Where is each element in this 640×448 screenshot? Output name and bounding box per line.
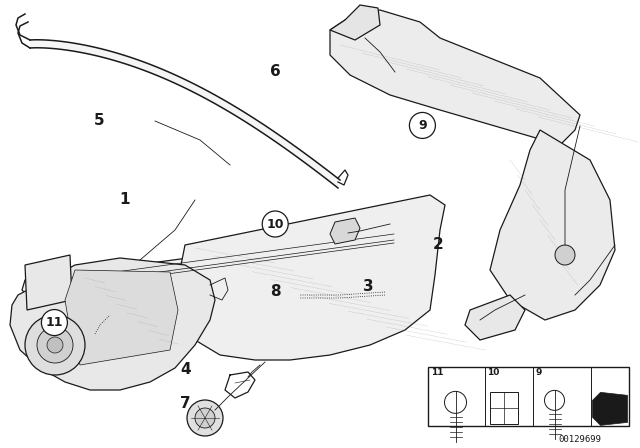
Polygon shape (30, 40, 340, 188)
Polygon shape (465, 295, 525, 340)
Bar (428, 367, 629, 426)
Circle shape (262, 211, 288, 237)
Bar (490, 392, 518, 424)
Circle shape (42, 310, 67, 336)
Text: 6: 6 (270, 64, 280, 79)
Polygon shape (65, 270, 178, 365)
Circle shape (47, 337, 63, 353)
Polygon shape (175, 195, 445, 360)
Text: 00129699: 00129699 (559, 435, 602, 444)
Text: 4: 4 (180, 362, 191, 377)
Polygon shape (330, 218, 360, 244)
Text: 1: 1 (120, 192, 130, 207)
Text: 10: 10 (266, 217, 284, 231)
Text: 10: 10 (488, 368, 500, 377)
Text: 7: 7 (180, 396, 191, 411)
Text: 8: 8 (270, 284, 280, 299)
Polygon shape (10, 258, 215, 390)
Polygon shape (593, 392, 627, 425)
Text: 9: 9 (536, 368, 542, 377)
Circle shape (555, 245, 575, 265)
Polygon shape (25, 255, 72, 310)
Circle shape (187, 400, 223, 436)
Polygon shape (330, 5, 380, 40)
Text: 2: 2 (433, 237, 444, 252)
Text: 5: 5 (94, 113, 104, 129)
Text: 11: 11 (45, 316, 63, 329)
Polygon shape (490, 130, 615, 320)
Circle shape (410, 112, 435, 138)
Text: 3: 3 (363, 279, 373, 294)
Text: 9: 9 (418, 119, 427, 132)
Polygon shape (22, 230, 400, 298)
Circle shape (37, 327, 73, 363)
Circle shape (195, 408, 215, 428)
Circle shape (25, 315, 85, 375)
Polygon shape (330, 10, 580, 145)
Text: 11: 11 (431, 368, 444, 377)
